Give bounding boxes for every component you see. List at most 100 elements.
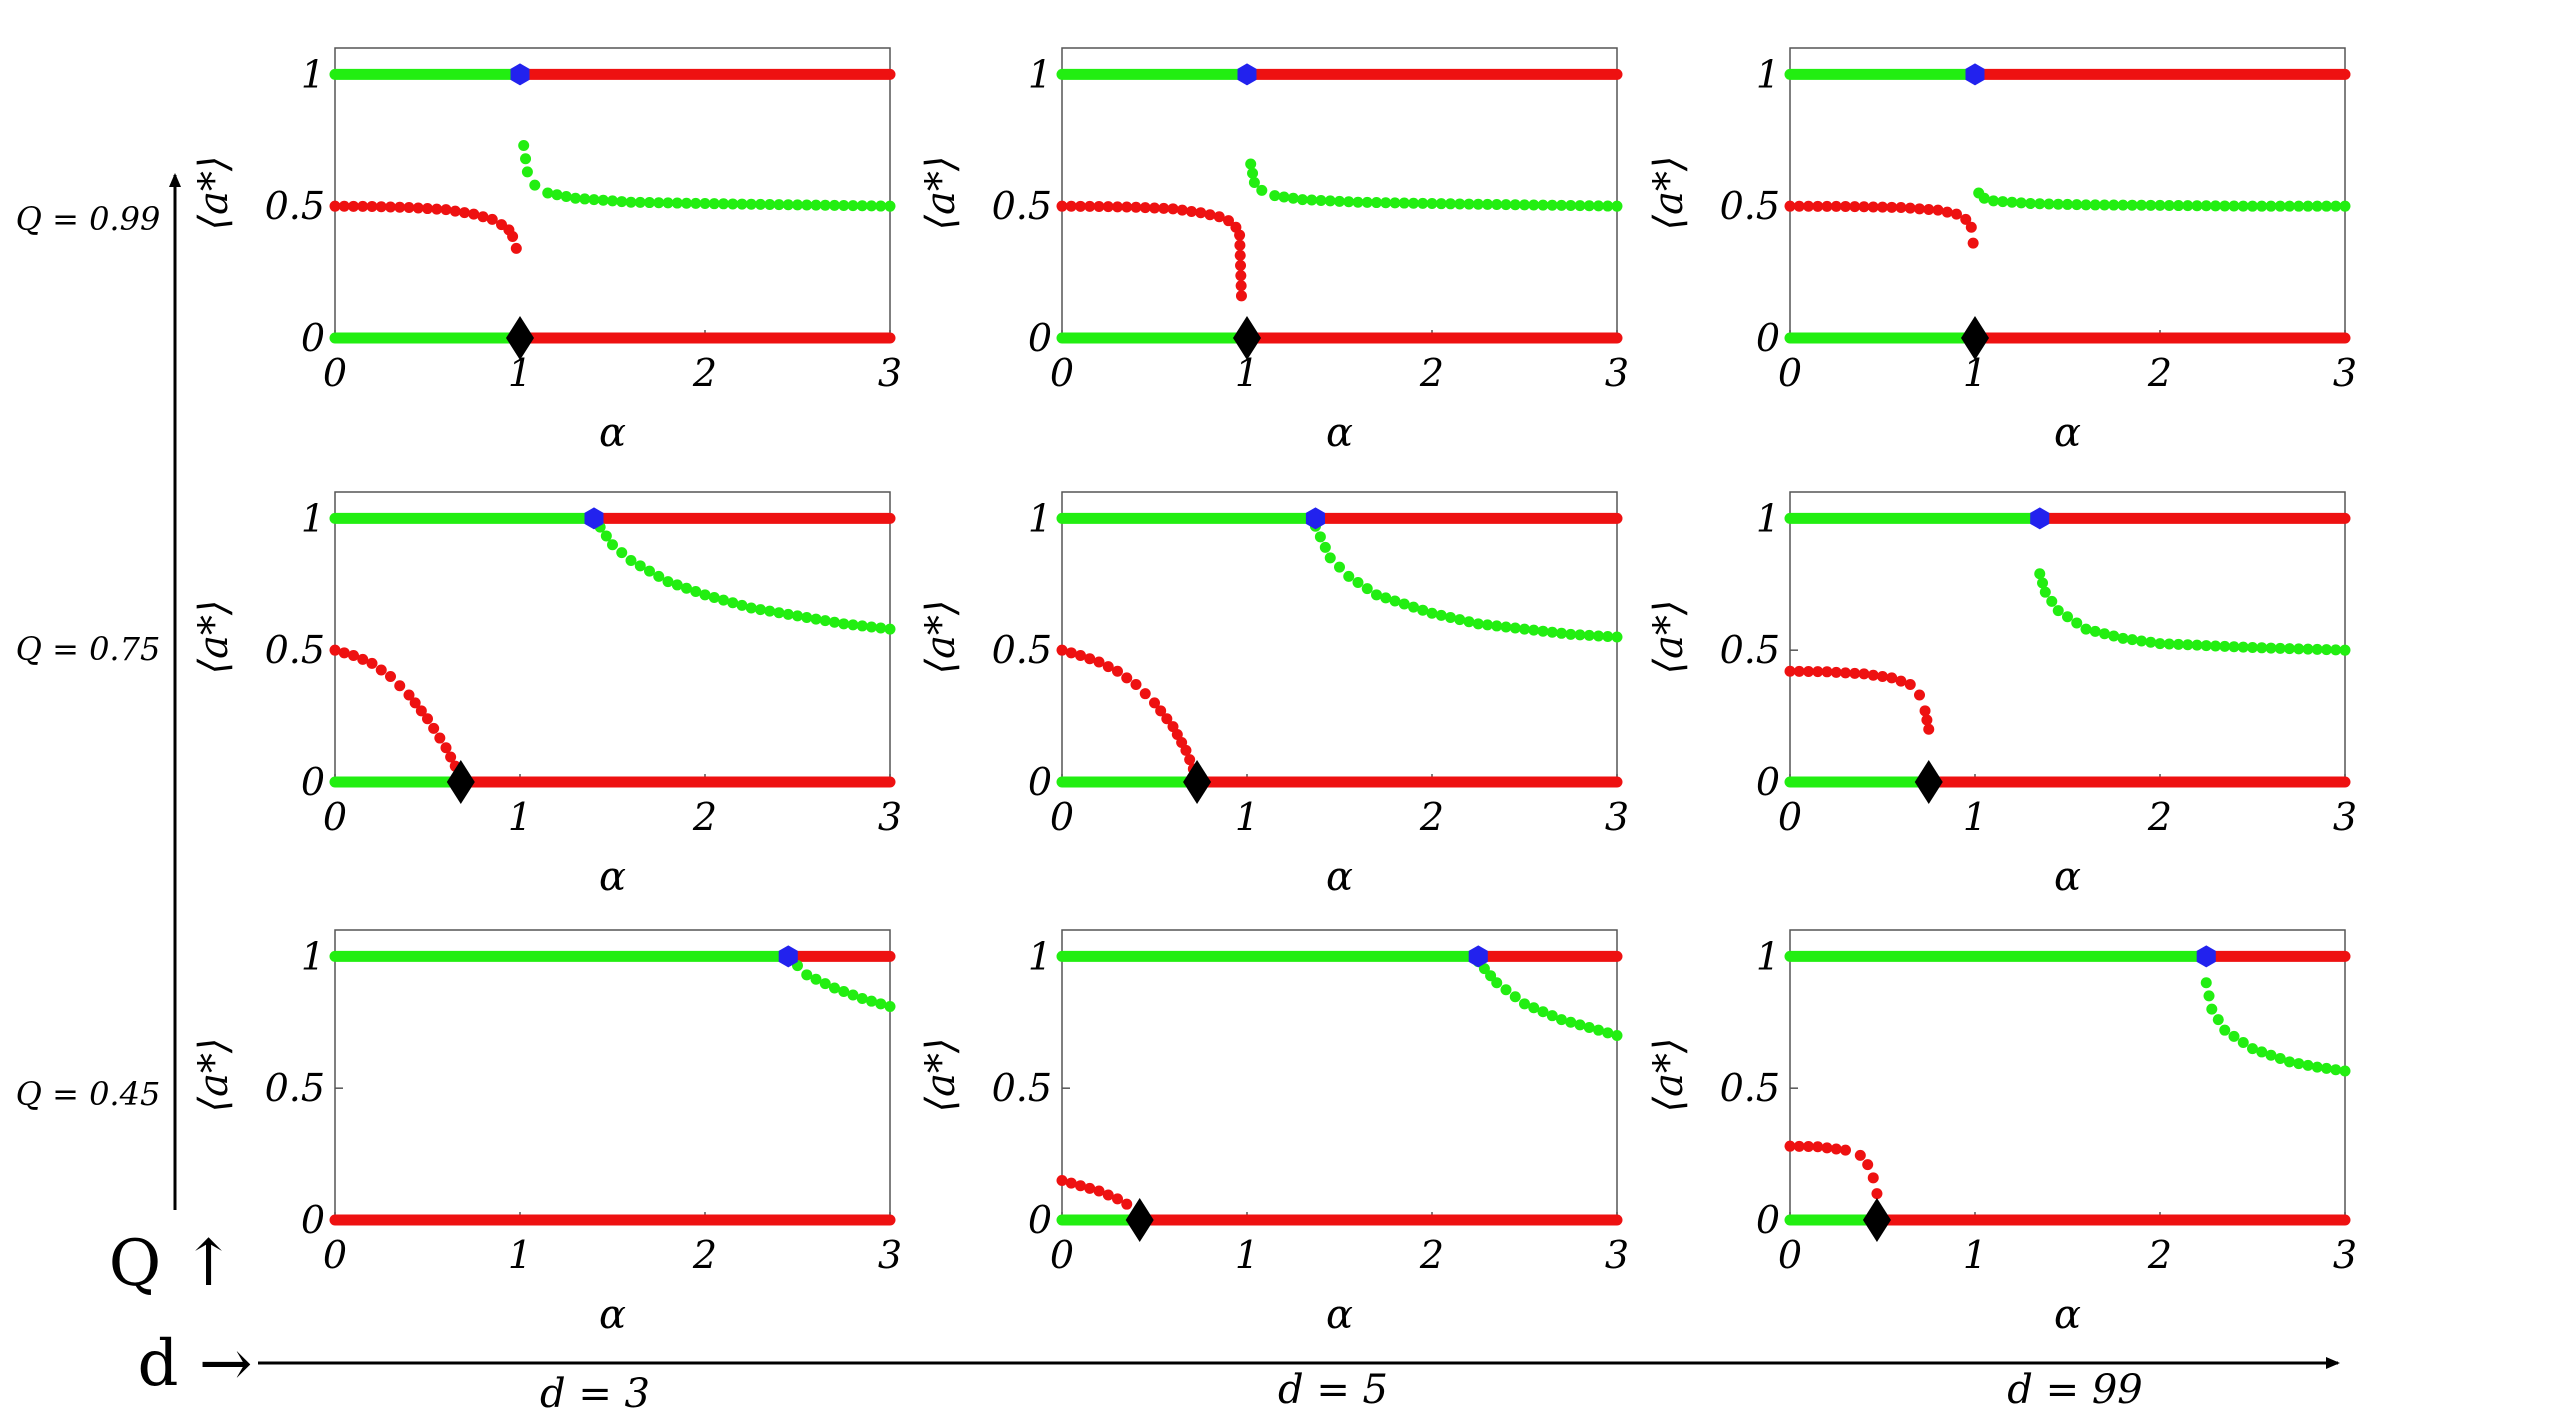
data-point [1234, 229, 1246, 241]
data-point [1130, 201, 1142, 213]
data-point [1895, 202, 1907, 213]
data-point [1951, 208, 1962, 220]
data-point [755, 198, 766, 210]
transition-marker-diamond [446, 760, 475, 804]
data-point [1102, 1189, 1114, 1201]
data-point [1435, 198, 1447, 210]
x-tick-label: 1 [1235, 1233, 1259, 1277]
data-point [1528, 624, 1540, 636]
y-tick-label: 0 [301, 760, 325, 804]
data-point [560, 191, 572, 203]
data-point [2247, 200, 2258, 212]
data-point [1075, 1180, 1086, 1192]
data-point [1830, 666, 1842, 678]
data-point [2311, 200, 2323, 212]
data-point [1886, 672, 1898, 684]
data-point [2256, 200, 2268, 212]
data-point [634, 196, 646, 208]
data-point [2210, 640, 2221, 652]
data-point [2108, 630, 2120, 642]
x-axis-label: α [599, 410, 626, 456]
data-point [653, 570, 665, 582]
data-point [1830, 1143, 1842, 1155]
data-point [1235, 280, 1247, 292]
chart-panel: 0 1 2 300.51α⟨a*⟩ [191, 47, 902, 456]
data-point [1583, 1022, 1595, 1034]
data-point [1921, 714, 1933, 726]
data-point [1155, 705, 1167, 717]
data-point [2219, 200, 2231, 212]
data-point [2191, 200, 2203, 212]
data-point [1204, 209, 1216, 221]
data-point [2321, 644, 2332, 656]
y-tick-label: 0.5 [992, 628, 1052, 672]
transition-marker-hexagon [2196, 945, 2216, 968]
data-point [2136, 199, 2147, 211]
data-point [1445, 198, 1456, 210]
data-point [1877, 201, 1888, 213]
data-point [385, 671, 396, 683]
data-point [625, 196, 637, 208]
plot-frame [334, 491, 891, 783]
data-point [2099, 628, 2110, 640]
data-point [366, 657, 378, 669]
data-point [866, 621, 877, 633]
row-label-q-045: Q = 0.45 [16, 1075, 161, 1113]
data-point [1858, 201, 1870, 213]
data-point [1426, 198, 1438, 210]
data-point [2126, 634, 2138, 646]
data-point [357, 200, 369, 212]
data-point [1574, 629, 1586, 641]
y-axis-label: ⟨a*⟩ [1646, 1037, 1692, 1112]
data-point [1139, 688, 1151, 700]
x-axis-label: α [2054, 1292, 2081, 1338]
data-point [1287, 192, 1299, 204]
chart-panel: 0 1 2 300.51α⟨a*⟩ [1646, 47, 2357, 456]
data-point [2126, 199, 2138, 211]
data-point [810, 199, 822, 211]
data-point [412, 202, 424, 214]
data-point [1343, 196, 1355, 208]
plot-frame [1061, 47, 1618, 339]
data-point [1472, 618, 1484, 630]
data-point [1093, 656, 1105, 668]
data-point [1352, 196, 1364, 208]
row-label-q-075: Q = 0.75 [16, 630, 161, 668]
y-tick-label: 0.5 [992, 1066, 1052, 1110]
data-point [338, 647, 350, 659]
data-point [2330, 1064, 2342, 1076]
data-point [1093, 200, 1105, 212]
plot-frame [334, 47, 891, 339]
data-point [1485, 970, 1497, 982]
data-point [727, 597, 739, 609]
data-point [847, 989, 859, 1001]
x-tick-label: 2 [2147, 795, 2172, 839]
data-point [422, 713, 433, 725]
data-point [2311, 1061, 2323, 1073]
data-point [1519, 623, 1530, 635]
data-point [551, 189, 563, 201]
data-point [2219, 1024, 2231, 1036]
y-tick-label: 0 [1756, 760, 1780, 804]
data-point [2145, 636, 2157, 648]
data-point [1611, 1029, 1623, 1041]
plot-frame [1789, 491, 2346, 783]
data-point [1793, 200, 1805, 212]
data-point [597, 194, 609, 206]
x-tick-label: 2 [692, 351, 717, 395]
data-point [736, 198, 748, 210]
data-point [653, 197, 665, 209]
x-tick-label: 0 [1050, 795, 1074, 839]
data-point [1102, 661, 1114, 673]
data-point [1556, 199, 1567, 211]
data-point [1867, 1172, 1879, 1184]
data-point [1075, 200, 1086, 212]
data-point [2182, 200, 2194, 212]
data-point [1840, 200, 1851, 212]
data-point [1611, 200, 1623, 212]
data-point [394, 680, 406, 692]
data-point [2321, 200, 2332, 212]
data-point [1454, 198, 1466, 210]
x-axis-label: α [2054, 410, 2081, 456]
data-point [1445, 611, 1456, 623]
